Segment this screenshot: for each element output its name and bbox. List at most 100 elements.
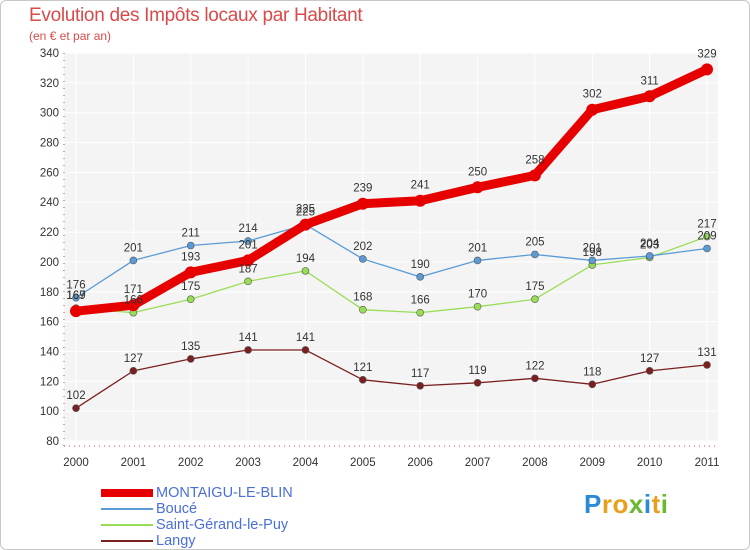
data-point xyxy=(72,293,80,302)
data-label: 171 xyxy=(124,284,143,296)
series-line xyxy=(71,64,712,316)
data-label: 239 xyxy=(353,183,372,195)
data-label: 201 xyxy=(468,242,487,254)
data-label: 214 xyxy=(238,223,258,235)
data-point xyxy=(701,63,713,76)
series-line xyxy=(75,235,708,314)
data-point xyxy=(531,295,539,304)
data-label: 176 xyxy=(66,280,85,292)
data-label: 121 xyxy=(353,362,372,374)
data-point xyxy=(359,376,367,384)
y-tick-label: 220 xyxy=(40,227,59,239)
data-label: 241 xyxy=(411,180,430,192)
data-label: 166 xyxy=(411,295,430,307)
data-point xyxy=(186,241,195,250)
data-label: 122 xyxy=(525,360,544,372)
data-label: 211 xyxy=(182,228,200,240)
data-label: 135 xyxy=(181,341,200,353)
x-tick-label: 2006 xyxy=(407,457,433,469)
data-label: 175 xyxy=(181,281,200,293)
data-label: 117 xyxy=(411,368,429,380)
data-label: 193 xyxy=(181,251,200,263)
x-tick-label: 2001 xyxy=(121,457,147,469)
x-tick-label: 2008 xyxy=(522,457,548,469)
data-point xyxy=(643,90,656,103)
y-tick-label: 340 xyxy=(40,48,59,60)
chart-title: Evolution des Impôts locaux par Habitant xyxy=(29,5,363,26)
legend-swatch xyxy=(101,524,153,526)
data-label: 225 xyxy=(296,204,315,216)
y-tick-label: 280 xyxy=(40,138,59,150)
y-tick-label: 140 xyxy=(40,346,59,358)
x-tick-label: 2007 xyxy=(465,457,491,469)
legend-label: MONTAIGU-LE-BLIN xyxy=(156,485,293,501)
data-point xyxy=(473,302,482,311)
data-point xyxy=(703,361,711,369)
data-point xyxy=(301,267,310,275)
data-point xyxy=(299,218,312,231)
data-label: 202 xyxy=(353,241,372,253)
data-point xyxy=(129,256,138,265)
data-label: 170 xyxy=(468,289,487,301)
data-point xyxy=(416,381,424,390)
x-tick-label: 2002 xyxy=(178,457,204,469)
y-tick-label: 240 xyxy=(40,197,59,209)
data-point xyxy=(703,232,711,241)
y-tick-label: 260 xyxy=(40,167,59,179)
data-label: 141 xyxy=(238,332,257,344)
legend-swatch xyxy=(101,508,153,510)
data-point xyxy=(244,277,252,286)
y-tick-label: 180 xyxy=(40,287,59,299)
data-point xyxy=(528,169,541,182)
proxiti-logo: Proxiti xyxy=(584,489,669,519)
data-point xyxy=(588,256,597,265)
data-point xyxy=(127,299,140,312)
data-point xyxy=(184,266,197,279)
data-label: 258 xyxy=(525,154,544,166)
data-point xyxy=(645,252,654,260)
data-point xyxy=(359,255,367,263)
legend-swatch xyxy=(101,540,153,542)
x-tick-label: 2010 xyxy=(637,457,663,469)
data-point xyxy=(586,103,599,116)
data-label: 198 xyxy=(583,247,602,259)
y-tick-label: 100 xyxy=(40,406,59,418)
x-tick-label: 2011 xyxy=(695,457,720,469)
data-label: 127 xyxy=(640,353,659,365)
y-tick-label: 120 xyxy=(40,376,59,388)
data-label: 205 xyxy=(525,236,544,248)
data-label: 187 xyxy=(238,263,257,275)
data-point xyxy=(588,380,597,389)
data-label: 141 xyxy=(296,332,315,344)
data-point xyxy=(186,295,195,304)
data-label: 204 xyxy=(640,238,660,250)
data-label: 167 xyxy=(66,290,85,302)
data-point xyxy=(356,197,369,210)
x-tick-label: 2005 xyxy=(350,457,376,469)
data-label: 194 xyxy=(296,253,316,265)
y-tick-label: 200 xyxy=(40,257,59,269)
plot-area xyxy=(64,53,718,441)
data-label: 302 xyxy=(583,89,602,101)
series-line xyxy=(75,349,708,409)
chart-subtitle: (en € et par an) xyxy=(29,29,112,43)
data-label: 175 xyxy=(525,281,544,293)
x-tick-label: 2003 xyxy=(235,457,261,469)
data-label: 169 xyxy=(66,290,85,302)
data-point xyxy=(70,305,82,318)
data-point xyxy=(645,367,654,375)
data-point xyxy=(72,404,80,412)
data-label: 190 xyxy=(411,259,430,271)
data-label: 329 xyxy=(697,48,716,60)
y-tick-label: 320 xyxy=(40,78,59,90)
data-label: 201 xyxy=(124,242,143,254)
legend-swatch xyxy=(101,489,153,497)
legend-label: Saint-Gérand-le-Puy xyxy=(156,517,289,533)
data-label: 203 xyxy=(640,239,659,251)
data-point xyxy=(244,237,252,245)
y-tick-label: 160 xyxy=(40,317,59,329)
data-label: 119 xyxy=(468,365,486,377)
x-tick-label: 2000 xyxy=(63,457,89,469)
